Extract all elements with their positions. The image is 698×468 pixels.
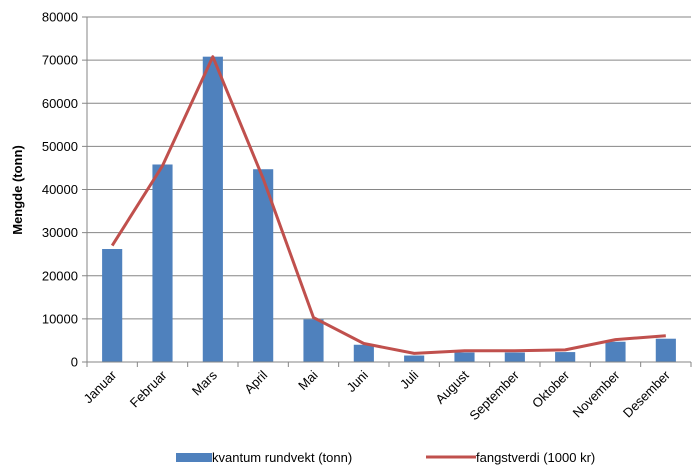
x-tick-label: April bbox=[241, 367, 270, 396]
legend-label-bar: kvantum rundvekt (tonn) bbox=[212, 450, 352, 465]
legend: kvantum rundvekt (tonn) fangstverdi (1000… bbox=[176, 450, 595, 465]
legend-label-line: fangstverdi (1000 kr) bbox=[476, 450, 595, 465]
line-series bbox=[110, 55, 666, 355]
x-tick-label: Oktober bbox=[529, 367, 573, 411]
bar-desember bbox=[655, 338, 676, 362]
bar-mai bbox=[303, 319, 324, 362]
y-tick-label: 10000 bbox=[42, 311, 78, 326]
y-tick-label: 70000 bbox=[42, 53, 78, 68]
bar-november bbox=[605, 341, 626, 362]
line-fangstverdi bbox=[110, 55, 666, 355]
x-tick-label: Juli bbox=[397, 367, 421, 391]
legend-swatch-bar bbox=[176, 453, 212, 462]
bar-juni bbox=[353, 344, 374, 362]
bar-april bbox=[253, 169, 274, 362]
x-tick-label: Mai bbox=[295, 367, 320, 392]
x-tick-label: November bbox=[570, 367, 623, 420]
x-tick-label: September bbox=[466, 367, 522, 423]
axes bbox=[82, 16, 692, 367]
bar-januar bbox=[102, 249, 123, 362]
bar-februar bbox=[152, 164, 173, 362]
bar-mars bbox=[202, 56, 223, 363]
bar-august bbox=[454, 352, 475, 362]
gridlines bbox=[87, 16, 691, 320]
bar-series bbox=[102, 56, 676, 363]
x-tick-labels: Januar Februar Mars April Mai Juni Juli AugustS… bbox=[81, 367, 674, 423]
x-tick-label: Juni bbox=[343, 367, 371, 395]
y-tick-label: 0 bbox=[71, 355, 78, 370]
x-tick-label: Januar bbox=[81, 367, 120, 406]
x-tick-label: Desember bbox=[620, 367, 673, 420]
y-axis-label: Mengde (tonn) bbox=[10, 145, 25, 235]
y-tick-label: 20000 bbox=[42, 268, 78, 283]
y-tick-label: 50000 bbox=[42, 139, 78, 154]
y-tick-label: 60000 bbox=[42, 96, 78, 111]
bar-september bbox=[504, 352, 525, 362]
y-tick-labels: 0 10000 20000 30000 40000 50000 60000 70000 8000… bbox=[42, 10, 78, 370]
x-tick-label: Februar bbox=[127, 367, 170, 410]
y-tick-label: 30000 bbox=[42, 225, 78, 240]
bar-juli bbox=[404, 355, 425, 362]
y-tick-label: 40000 bbox=[42, 182, 78, 197]
x-tick-label: Mars bbox=[189, 367, 220, 398]
x-tick-label: August bbox=[432, 367, 471, 406]
y-tick-label: 80000 bbox=[42, 10, 78, 25]
bar-oktober bbox=[555, 352, 576, 362]
